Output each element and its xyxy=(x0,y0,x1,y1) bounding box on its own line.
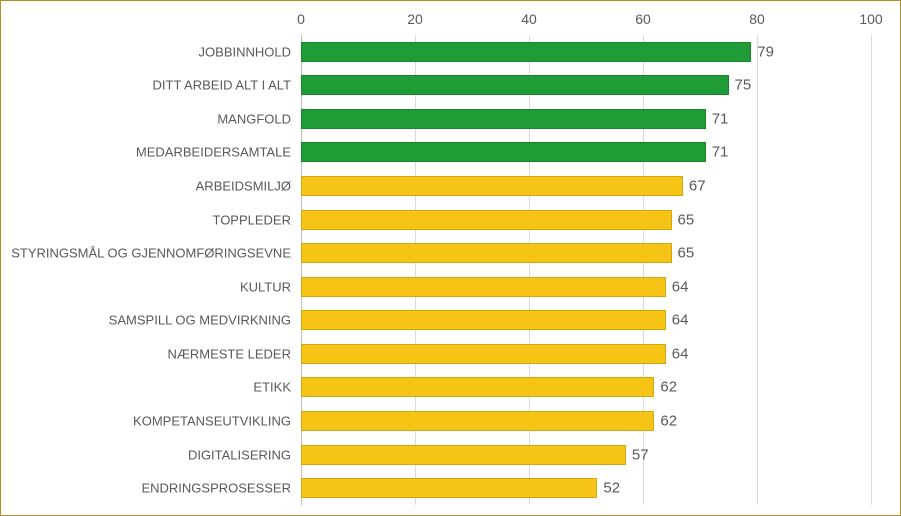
value-label: 64 xyxy=(672,312,689,329)
row-etikk: ETIKK 62 xyxy=(301,371,871,405)
value-label: 67 xyxy=(689,178,706,195)
tick-0: 0 xyxy=(297,11,305,27)
cat-label: ETIKK xyxy=(1,380,291,395)
value-label: 71 xyxy=(712,110,729,127)
cat-label: DIGITALISERING xyxy=(1,447,291,462)
cat-label: KULTUR xyxy=(1,279,291,294)
value-label: 65 xyxy=(678,211,695,228)
value-label: 75 xyxy=(735,77,752,94)
rows: JOBBINNHOLD 79 DITT ARBEID ALT I ALT 75 … xyxy=(301,35,871,505)
value-label: 52 xyxy=(603,480,620,497)
row-ditt-arbeid: DITT ARBEID ALT I ALT 75 xyxy=(301,69,871,103)
row-jobbinnhold: JOBBINNHOLD 79 xyxy=(301,35,871,69)
bar xyxy=(301,377,654,397)
row-naermeste-leder: NÆRMESTE LEDER 64 xyxy=(301,337,871,371)
row-toppleder: TOPPLEDER 65 xyxy=(301,203,871,237)
bar xyxy=(301,310,666,330)
tick-60: 60 xyxy=(635,11,651,27)
cat-label: DITT ARBEID ALT I ALT xyxy=(1,78,291,93)
cat-label: MANGFOLD xyxy=(1,111,291,126)
row-kultur: KULTUR 64 xyxy=(301,270,871,304)
tick-100: 100 xyxy=(859,11,882,27)
plot-area: 0 20 40 60 80 100 JOBBINNHOLD 79 DITT AR… xyxy=(301,35,871,505)
cat-label: STYRINGSMÅL OG GJENNOMFØRINGSEVNE xyxy=(1,246,291,261)
value-label: 57 xyxy=(632,446,649,463)
bar xyxy=(301,176,683,196)
value-label: 62 xyxy=(660,412,677,429)
bar xyxy=(301,411,654,431)
row-medarbeidersamtale: MEDARBEIDERSAMTALE 71 xyxy=(301,136,871,170)
bar xyxy=(301,42,751,62)
bar xyxy=(301,243,672,263)
row-digitalisering: DIGITALISERING 57 xyxy=(301,438,871,472)
value-label: 65 xyxy=(678,245,695,262)
value-label: 71 xyxy=(712,144,729,161)
bar xyxy=(301,344,666,364)
bar xyxy=(301,142,706,162)
bar xyxy=(301,277,666,297)
tick-40: 40 xyxy=(521,11,537,27)
cat-label: MEDARBEIDERSAMTALE xyxy=(1,145,291,160)
cat-label: NÆRMESTE LEDER xyxy=(1,346,291,361)
bar xyxy=(301,109,706,129)
value-label: 79 xyxy=(757,43,774,60)
row-samspill: SAMSPILL OG MEDVIRKNING 64 xyxy=(301,304,871,338)
tick-80: 80 xyxy=(749,11,765,27)
cat-label: ARBEIDSMILJØ xyxy=(1,179,291,194)
row-styringsmal: STYRINGSMÅL OG GJENNOMFØRINGSEVNE 65 xyxy=(301,236,871,270)
cat-label: JOBBINNHOLD xyxy=(1,44,291,59)
tick-20: 20 xyxy=(407,11,423,27)
cat-label: TOPPLEDER xyxy=(1,212,291,227)
bar xyxy=(301,210,672,230)
value-label: 64 xyxy=(672,345,689,362)
bar xyxy=(301,75,729,95)
cat-label: ENDRINGSPROSESSER xyxy=(1,481,291,496)
row-endringsprosesser: ENDRINGSPROSESSER 52 xyxy=(301,471,871,505)
row-kompetanseutvikling: KOMPETANSEUTVIKLING 62 xyxy=(301,404,871,438)
grid-100 xyxy=(871,35,872,505)
chart-frame: 0 20 40 60 80 100 JOBBINNHOLD 79 DITT AR… xyxy=(0,0,901,516)
row-mangfold: MANGFOLD 71 xyxy=(301,102,871,136)
value-label: 62 xyxy=(660,379,677,396)
bar xyxy=(301,478,597,498)
value-label: 64 xyxy=(672,278,689,295)
cat-label: SAMSPILL OG MEDVIRKNING xyxy=(1,313,291,328)
row-arbeidsmiljo: ARBEIDSMILJØ 67 xyxy=(301,169,871,203)
bar xyxy=(301,445,626,465)
cat-label: KOMPETANSEUTVIKLING xyxy=(1,413,291,428)
